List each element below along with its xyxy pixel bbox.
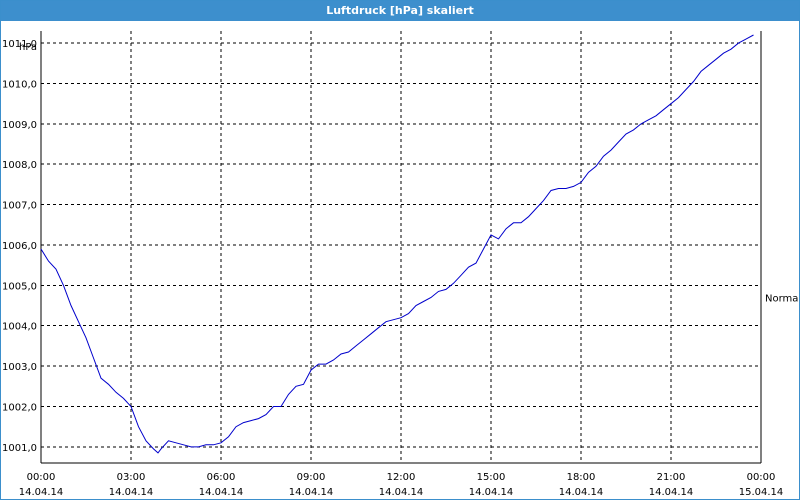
window-title: Luftdruck [hPa] skaliert	[1, 1, 799, 21]
x-tick-date: 14.04.14	[109, 487, 154, 498]
x-tick-time: 00:00	[27, 472, 56, 483]
x-tick-date: 14.04.14	[289, 487, 334, 498]
x-tick-date: 14.04.14	[469, 487, 514, 498]
y-tick-label: 1005,0	[2, 281, 37, 292]
series-line-luftdruck	[40, 34, 754, 454]
y-axis-unit: hPa	[19, 42, 37, 53]
y-tick-label: 1011,0	[2, 39, 37, 50]
x-tick-time: 18:00	[567, 472, 596, 483]
y-tick-label: 1010,0	[2, 79, 37, 90]
x-tick-time: 03:00	[117, 472, 146, 483]
series-group	[40, 34, 754, 454]
x-tick-date: 15.04.14	[739, 487, 784, 498]
y-tick-label: 1002,0	[2, 402, 37, 413]
x-tick-time: 15:00	[477, 472, 506, 483]
y-tick-label: 1009,0	[2, 120, 37, 131]
y-tick-labels: 1001,0 1002,0 1003,0 1004,0 1005,0 1006,0 1007…	[2, 39, 37, 454]
x-tick-date: 14.04.14	[19, 487, 64, 498]
grid-lines	[41, 31, 761, 463]
annotation-normal: Normal	[765, 293, 799, 304]
x-tick-date: 14.04.14	[199, 487, 244, 498]
y-tick-label: 1001,0	[2, 443, 37, 454]
x-tick-time: 06:00	[207, 472, 236, 483]
plot-axes	[40, 31, 762, 464]
x-tick-labels: 00:00 14.04.14 03:00 14.04.14 06:00 14.04.14 0…	[19, 472, 784, 498]
x-tick-date: 14.04.14	[649, 487, 694, 498]
x-tick-time: 21:00	[657, 472, 686, 483]
x-tick-time: 00:00	[747, 472, 776, 483]
x-tick-date: 14.04.14	[559, 487, 604, 498]
x-tick-time: 12:00	[387, 472, 416, 483]
x-tick-date: 14.04.14	[379, 487, 424, 498]
x-tick-time: 09:00	[297, 472, 326, 483]
y-tick-label: 1008,0	[2, 160, 37, 171]
y-tick-label: 1007,0	[2, 201, 37, 212]
y-tick-label: 1004,0	[2, 322, 37, 333]
y-tick-label: 1003,0	[2, 362, 37, 373]
y-tick-label: 1006,0	[2, 241, 37, 252]
